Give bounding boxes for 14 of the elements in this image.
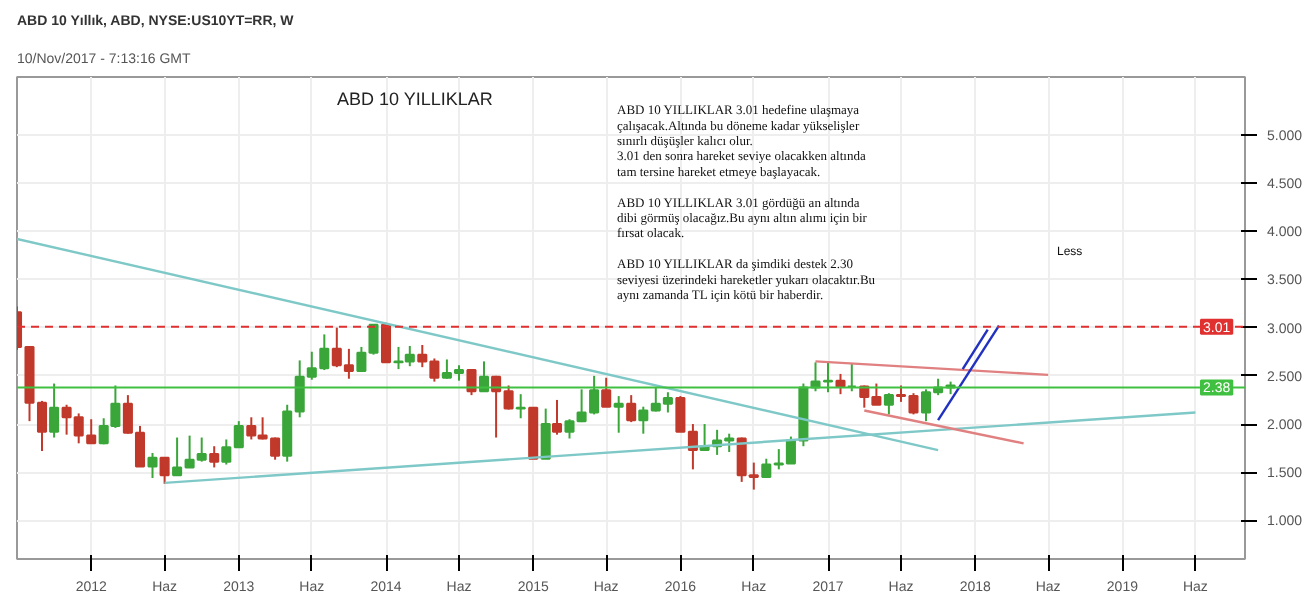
annotation: ABD 10 YILLIKLAR [337,89,494,109]
candlestick [159,456,170,485]
candlestick [540,407,551,460]
candlestick [613,395,624,434]
candlestick [466,368,477,397]
candlestick [551,398,563,436]
candlestick [515,393,526,420]
candlestick [601,376,612,408]
candlestick [49,382,60,439]
candlestick [883,392,894,416]
candlestick [626,394,637,424]
candlestick [147,451,158,480]
candlestick [380,321,392,364]
candlestick [209,445,220,469]
